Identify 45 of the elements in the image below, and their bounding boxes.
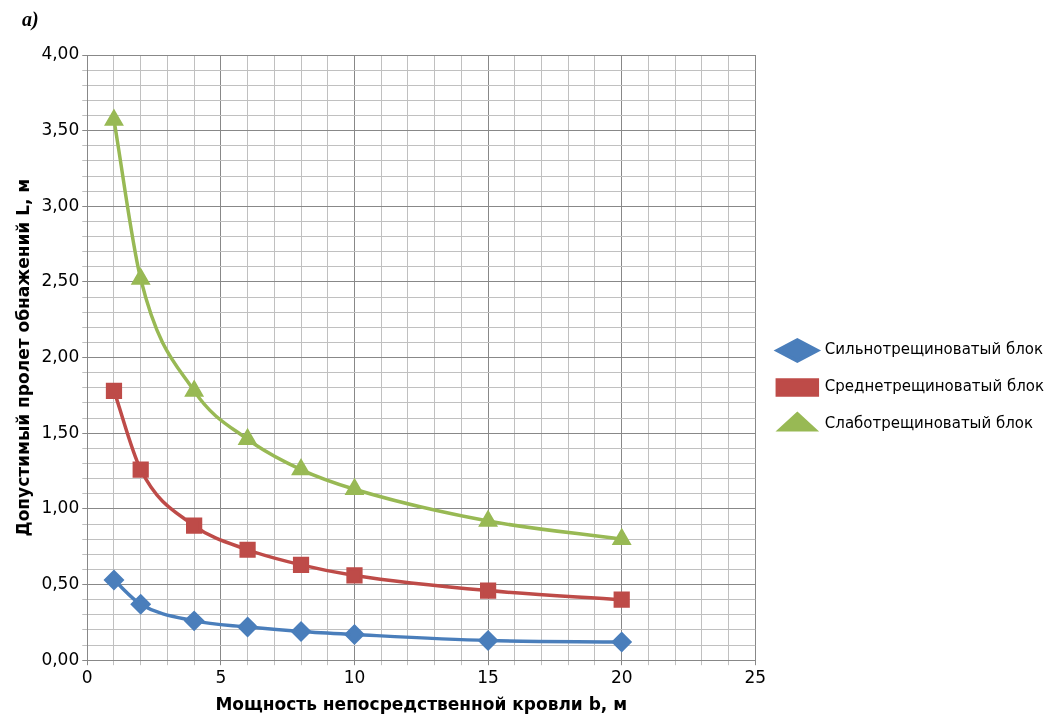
- point: [130, 594, 151, 614]
- point: [479, 511, 497, 527]
- y-tick-label: 4,00: [41, 43, 80, 64]
- y-tick-label: 1,50: [41, 421, 80, 442]
- point: [345, 479, 364, 495]
- point: [132, 461, 149, 478]
- point: [186, 517, 203, 534]
- point: [344, 624, 365, 645]
- point: [478, 630, 498, 651]
- point: [291, 621, 311, 642]
- x-tick-label: 15: [477, 666, 499, 687]
- point: [105, 382, 123, 399]
- point: [105, 110, 123, 126]
- legend-label: Слаботрещиноватый блок: [824, 414, 1034, 433]
- point: [613, 529, 631, 545]
- point: [237, 617, 258, 637]
- point: [239, 541, 256, 558]
- legend-label: Сильнотрещиноватый блок: [824, 340, 1044, 359]
- y-tick-label: 1,00: [41, 497, 80, 518]
- point: [613, 591, 630, 608]
- point: [185, 381, 203, 397]
- x-axis-title: Мощность непосредственной кровли b, м: [215, 694, 628, 715]
- point: [132, 269, 150, 285]
- y-tick-label: 2,50: [41, 270, 80, 291]
- y-tick-label: 3,50: [41, 119, 80, 140]
- y-tick-label: 2,00: [41, 346, 80, 367]
- y-tick-label: 0,50: [41, 572, 80, 593]
- x-tick-label: 0: [81, 666, 93, 687]
- point: [479, 582, 497, 599]
- y-tick-label: 0,00: [41, 648, 80, 669]
- x-tick-label: 5: [215, 666, 227, 687]
- point: [346, 567, 363, 584]
- point: [104, 570, 124, 590]
- legend-label: Среднетрещиноватый блок: [824, 377, 1044, 396]
- y-axis-title: Допустимый пролет обнажений L, м: [12, 178, 33, 537]
- point: [184, 611, 204, 631]
- point: [292, 459, 310, 476]
- point: [611, 632, 632, 652]
- chart-title: a): [22, 8, 39, 31]
- x-tick-label: 10: [343, 666, 366, 687]
- x-tick-label: 25: [744, 666, 767, 687]
- y-tick-label: 3,00: [41, 194, 80, 215]
- x-tick-label: 20: [610, 666, 633, 687]
- point: [292, 556, 310, 573]
- point: [238, 429, 257, 446]
